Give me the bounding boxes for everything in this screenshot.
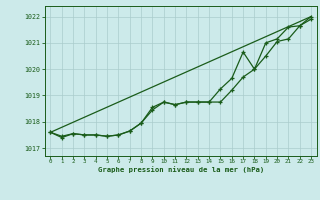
X-axis label: Graphe pression niveau de la mer (hPa): Graphe pression niveau de la mer (hPa): [98, 166, 264, 173]
